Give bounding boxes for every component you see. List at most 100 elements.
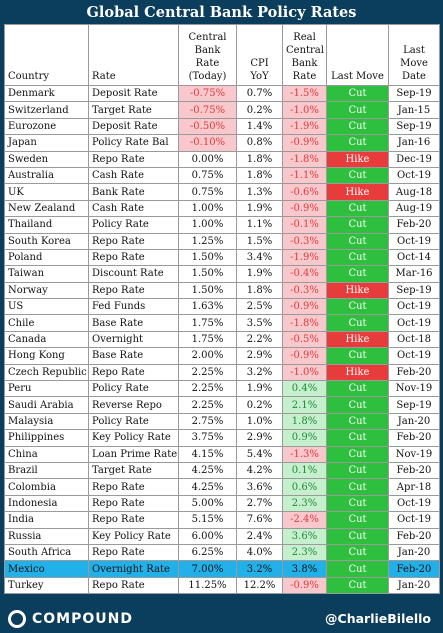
table-row: Czech Republic Repo Rate 2.25% 3.2% -1.0% Hik… xyxy=(4,363,440,382)
cell-cpi-yoy: 2.9% xyxy=(236,347,283,365)
cell-central-bank-rate: -0.75% xyxy=(178,101,237,119)
table-row: Switzerland Target Rate -0.75% 0.2% -1.0% Cut… xyxy=(4,101,440,119)
cell-country: Chile xyxy=(4,314,89,332)
cell-rate-type: Repo Rate xyxy=(88,248,179,267)
cell-last-move-date: Jan-20 xyxy=(388,543,440,562)
cell-last-move-date: Oct-19 xyxy=(388,232,440,250)
cell-real-rate: 0.4% xyxy=(282,380,327,398)
cell-last-move: Cut xyxy=(326,478,389,496)
cell-real-rate: -0.9% xyxy=(282,576,327,595)
cell-country: Taiwan xyxy=(4,265,89,283)
table-row: Philippines Key Policy Rate 3.75% 2.9% 0.9% C… xyxy=(4,429,440,447)
table-row: UK Bank Rate 0.75% 1.3% -0.6% Hike Aug-18 xyxy=(4,183,440,201)
cell-last-move: Cut xyxy=(326,101,389,119)
cell-real-rate: -0.4% xyxy=(282,265,327,283)
cell-last-move-date: Feb-20 xyxy=(388,461,440,480)
cell-central-bank-rate: 1.25% xyxy=(178,232,237,250)
cell-last-move: Cut xyxy=(326,560,389,578)
cell-central-bank-rate: 1.50% xyxy=(178,265,237,283)
cell-last-move: Hike xyxy=(326,281,389,300)
cell-cpi-yoy: 1.9% xyxy=(236,380,283,398)
cell-cpi-yoy: 3.6% xyxy=(236,478,283,496)
header-central-bank-rate: Central Bank Rate (Today) xyxy=(178,24,237,86)
header-row: Country Rate Central Bank Rate (Today) C… xyxy=(4,24,440,86)
cell-cpi-yoy: 0.2% xyxy=(236,396,283,414)
table-row: US Fed Funds 1.63% 2.5% -0.9% Cut Oct-19 xyxy=(4,298,440,316)
cell-rate-type: Cash Rate xyxy=(88,199,179,218)
cell-last-move: Cut xyxy=(326,232,389,250)
cell-last-move-date: Nov-19 xyxy=(388,445,440,463)
cell-last-move: Cut xyxy=(326,298,389,316)
cell-rate-type: Repo Rate xyxy=(88,363,179,382)
table-row: Brazil Target Rate 4.25% 4.2% 0.1% Cut Feb-20 xyxy=(4,461,440,480)
cell-last-move-date: Aug-18 xyxy=(388,183,440,201)
cell-cpi-yoy: 5.4% xyxy=(236,445,283,463)
cell-cpi-yoy: 2.5% xyxy=(236,298,283,316)
cell-last-move: Cut xyxy=(326,494,389,513)
cell-real-rate: -1.8% xyxy=(282,150,327,168)
cell-last-move: Cut xyxy=(326,314,389,332)
rates-table-container: Country Rate Central Bank Rate (Today) C… xyxy=(4,24,440,595)
cell-last-move-date: Oct-14 xyxy=(388,248,440,267)
cell-cpi-yoy: 1.9% xyxy=(236,199,283,218)
header-country: Country xyxy=(4,24,89,86)
cell-central-bank-rate: 2.25% xyxy=(178,396,237,414)
cell-real-rate: -0.9% xyxy=(282,298,327,316)
cell-last-move-date: Sep-19 xyxy=(388,117,440,136)
cell-country: Norway xyxy=(4,281,89,300)
cell-central-bank-rate: 3.75% xyxy=(178,429,237,447)
cell-central-bank-rate: 1.75% xyxy=(178,314,237,332)
cell-rate-type: Overnight Rate xyxy=(88,560,179,578)
cell-cpi-yoy: 0.8% xyxy=(236,134,283,152)
header-real-rate: Real Central Bank Rate xyxy=(282,24,327,86)
cell-real-rate: -1.9% xyxy=(282,117,327,136)
cell-last-move-date: Apr-18 xyxy=(388,478,440,496)
cell-last-move: Cut xyxy=(326,216,389,234)
cell-last-move: Hike xyxy=(326,363,389,382)
cell-country: Mexico xyxy=(4,560,89,578)
cell-real-rate: -0.9% xyxy=(282,347,327,365)
cell-real-rate: -1.0% xyxy=(282,101,327,119)
cell-central-bank-rate: 0.75% xyxy=(178,166,237,185)
cell-country: Eurozone xyxy=(4,117,89,136)
cell-rate-type: Deposit Rate xyxy=(88,117,179,136)
cell-rate-type: Policy Rate Bal xyxy=(88,134,179,152)
cell-real-rate: 2.1% xyxy=(282,396,327,414)
cell-real-rate: 2.3% xyxy=(282,543,327,562)
cell-rate-type: Key Policy Rate xyxy=(88,527,179,545)
cell-cpi-yoy: 4.0% xyxy=(236,543,283,562)
cell-last-move: Cut xyxy=(326,166,389,185)
cell-last-move-date: Oct-19 xyxy=(388,314,440,332)
cell-last-move: Cut xyxy=(326,265,389,283)
cell-real-rate: -0.3% xyxy=(282,281,327,300)
table-row: Turkey Repo Rate 11.25% 12.2% -0.9% Cut Jan-20 xyxy=(4,576,440,595)
cell-rate-type: Fed Funds xyxy=(88,298,179,316)
cell-real-rate: 1.8% xyxy=(282,412,327,431)
cell-last-move: Cut xyxy=(326,412,389,431)
cell-last-move-date: Sep-19 xyxy=(388,281,440,300)
cell-rate-type: Policy Rate xyxy=(88,412,179,431)
cell-rate-type: Repo Rate xyxy=(88,281,179,300)
cell-last-move: Hike xyxy=(326,150,389,168)
cell-central-bank-rate: 1.50% xyxy=(178,248,237,267)
table-row: India Repo Rate 5.15% 7.6% -2.4% Cut Oct-19 xyxy=(4,511,440,529)
cell-country: Canada xyxy=(4,330,89,349)
cell-central-bank-rate: -0.10% xyxy=(178,134,237,152)
cell-country: Poland xyxy=(4,248,89,267)
page-title: Global Central Bank Policy Rates xyxy=(86,4,357,21)
cell-cpi-yoy: 3.5% xyxy=(236,314,283,332)
cell-country: Colombia xyxy=(4,478,89,496)
cell-cpi-yoy: 1.8% xyxy=(236,281,283,300)
cell-country: South Africa xyxy=(4,543,89,562)
header-rate: Rate xyxy=(88,24,179,86)
cell-last-move-date: Sep-19 xyxy=(388,84,440,103)
cell-country: India xyxy=(4,511,89,529)
cell-real-rate: -1.9% xyxy=(282,248,327,267)
cell-rate-type: Repo Rate xyxy=(88,150,179,168)
cell-rate-type: Policy Rate xyxy=(88,380,179,398)
cell-rate-type: Cash Rate xyxy=(88,166,179,185)
cell-last-move-date: Nov-19 xyxy=(388,380,440,398)
table-body: Denmark Deposit Rate -0.75% 0.7% -1.5% Cut Sep… xyxy=(4,84,440,595)
cell-real-rate: -1.1% xyxy=(282,166,327,185)
cell-country: China xyxy=(4,445,89,463)
